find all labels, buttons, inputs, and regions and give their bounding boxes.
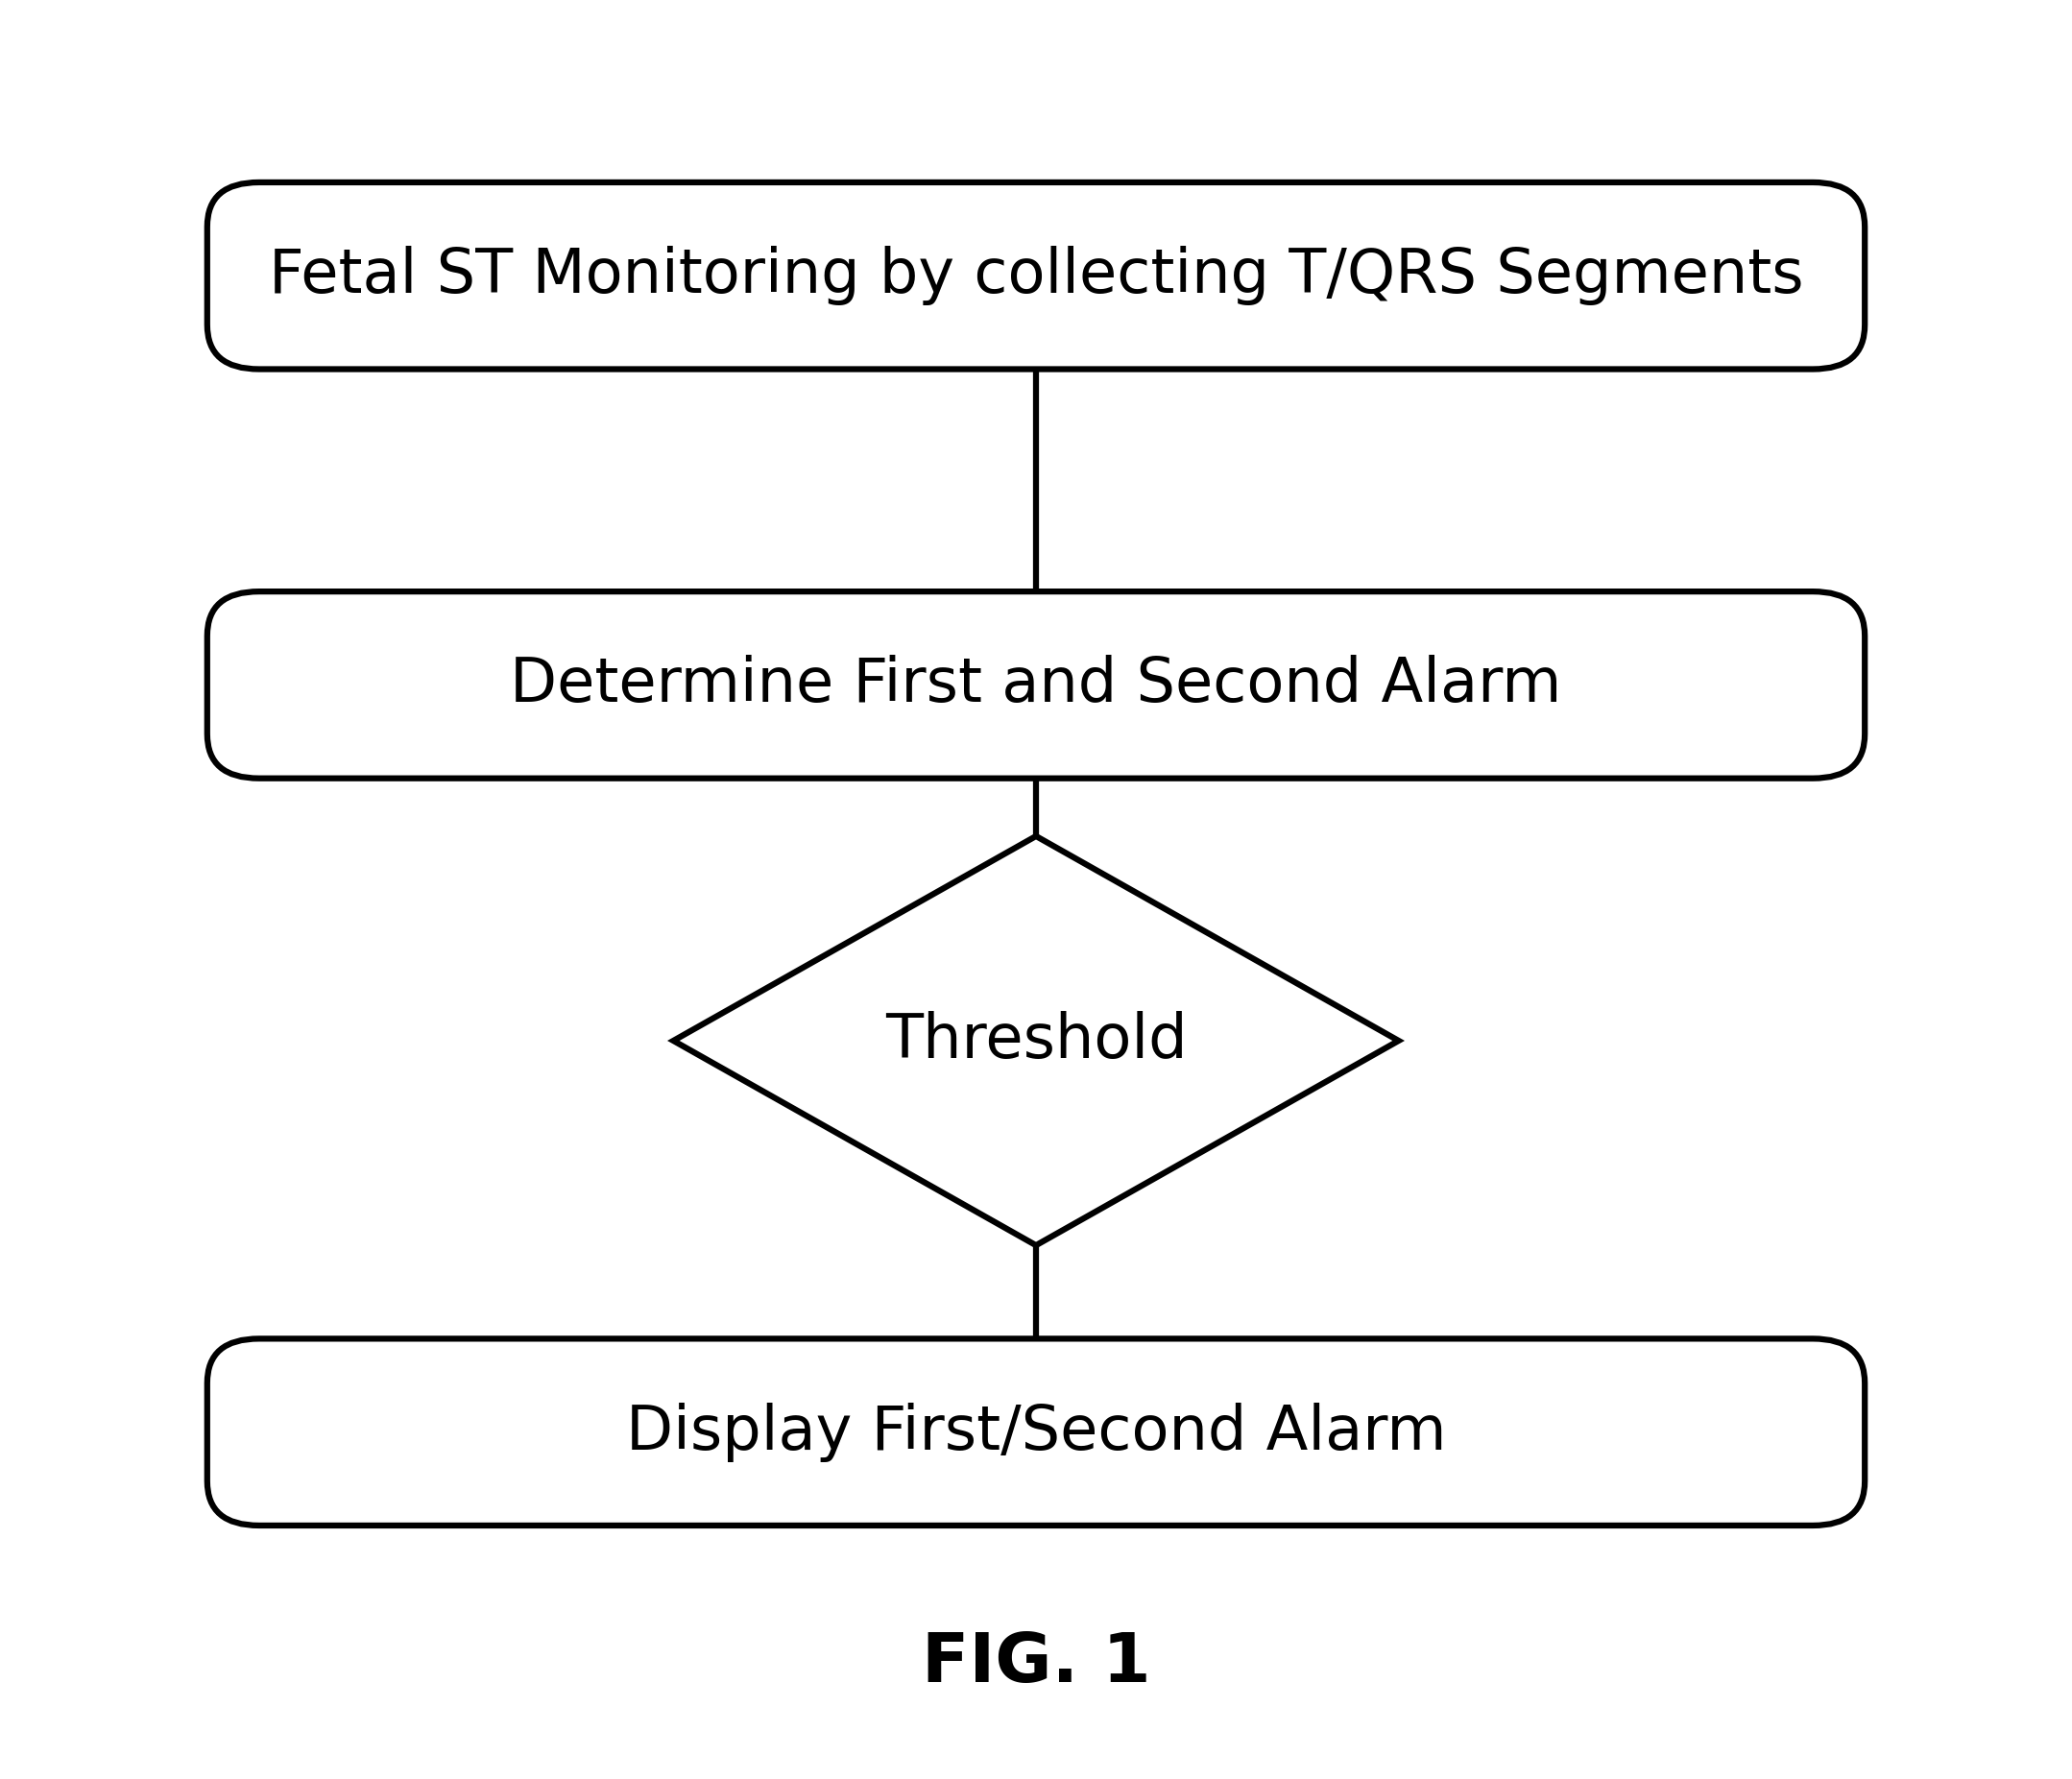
FancyBboxPatch shape [207, 183, 1865, 370]
FancyBboxPatch shape [207, 1338, 1865, 1525]
Text: Determine First and Second Alarm: Determine First and Second Alarm [510, 655, 1562, 715]
Text: Threshold: Threshold [885, 1010, 1187, 1071]
Polygon shape [673, 836, 1399, 1245]
Text: FIG. 1: FIG. 1 [922, 1630, 1150, 1697]
Text: Display First/Second Alarm: Display First/Second Alarm [626, 1402, 1446, 1462]
Text: Fetal ST Monitoring by collecting T/QRS Segments: Fetal ST Monitoring by collecting T/QRS … [269, 246, 1803, 306]
FancyBboxPatch shape [207, 591, 1865, 779]
